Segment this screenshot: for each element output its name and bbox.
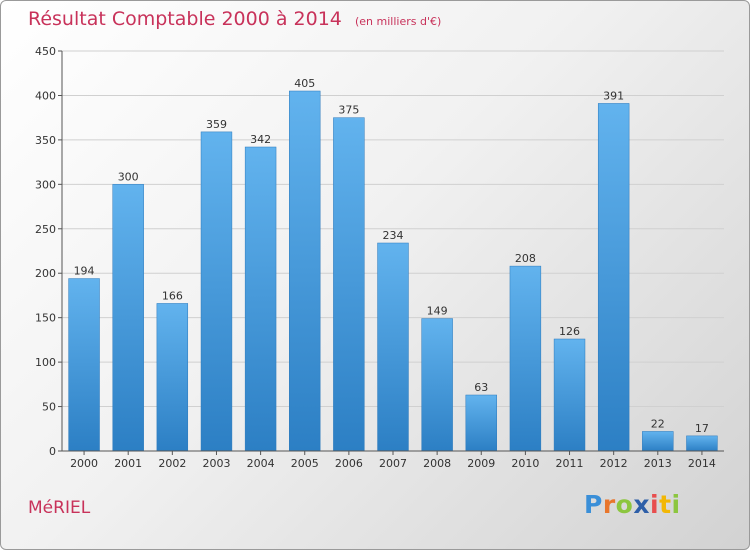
x-tick-label: 2007: [379, 457, 407, 470]
bar: [244, 146, 277, 452]
bar: [421, 318, 453, 452]
bar-value-label: 359: [206, 118, 227, 131]
brand-logo-letter: t: [659, 490, 672, 519]
bar: [112, 184, 144, 452]
place-name: MéRIEL: [28, 498, 91, 518]
brand-logo[interactable]: Proxiti: [584, 490, 681, 519]
bars: [68, 90, 718, 452]
bar-value-label: 234: [383, 229, 404, 242]
y-tick-label: 450: [35, 45, 56, 58]
brand-logo-letter: i: [650, 490, 660, 519]
brand-logo-letter: P: [584, 490, 603, 519]
x-tick-label: 2003: [202, 457, 230, 470]
bar-value-label: 391: [603, 89, 624, 102]
y-tick-label: 300: [35, 178, 56, 191]
y-tick-label: 400: [35, 89, 56, 102]
bar-value-label: 208: [515, 252, 536, 265]
bar: [289, 90, 321, 452]
bar: [333, 117, 365, 452]
x-tick-label: 2011: [556, 457, 584, 470]
title-row: Résultat Comptable 2000 à 2014 (en milli…: [28, 8, 441, 30]
x-tick-label: 2008: [423, 457, 451, 470]
x-tick-label: 2009: [467, 457, 495, 470]
bar-value-label: 405: [294, 77, 315, 90]
chart-title: Résultat Comptable 2000 à 2014: [28, 8, 342, 30]
bar-value-label: 300: [118, 170, 139, 183]
bar: [377, 242, 409, 452]
brand-logo-letter: o: [615, 490, 634, 519]
brand-logo-letter: x: [633, 490, 650, 519]
x-tick-label: 2013: [644, 457, 672, 470]
bar-value-label: 22: [651, 417, 665, 430]
y-tick-label: 100: [35, 356, 56, 369]
bar-value-label: 194: [74, 265, 95, 278]
brand-logo-letter: r: [602, 490, 616, 519]
bar: [553, 338, 586, 452]
axes: [58, 50, 724, 455]
brand-logo-letter: i: [671, 490, 681, 519]
bar: [642, 431, 674, 452]
bar-value-label: 375: [338, 104, 359, 117]
chart-subtitle: (en milliers d'€): [354, 15, 442, 28]
y-tick-label: 150: [35, 312, 56, 325]
bar: [200, 131, 233, 452]
bar: [465, 394, 497, 452]
x-tick-label: 2000: [70, 457, 98, 470]
x-tick-label: 2006: [335, 457, 363, 470]
x-tick-label: 2014: [688, 457, 716, 470]
bar-value-label: 342: [250, 133, 271, 146]
y-tick-label: 0: [49, 445, 56, 458]
bar: [68, 278, 100, 452]
x-tick-label: 2001: [114, 457, 142, 470]
bar-value-label: 149: [427, 305, 448, 318]
bar: [597, 103, 630, 452]
y-tick-label: 50: [42, 401, 56, 414]
bar: [509, 265, 542, 452]
y-tick-label: 250: [35, 223, 56, 236]
x-tick-label: 2012: [600, 457, 628, 470]
x-tick-label: 2005: [291, 457, 319, 470]
bar-value-label: 166: [162, 289, 183, 302]
bar-value-label: 63: [474, 381, 488, 394]
bar: [156, 303, 189, 452]
x-tick-label: 2002: [158, 457, 186, 470]
bar-value-label: 126: [559, 325, 580, 338]
y-tick-label: 350: [35, 134, 56, 147]
bar-value-label: 17: [695, 422, 709, 435]
y-tick-label: 200: [35, 267, 56, 280]
labels: 0 50 100 150 200 250 300 350 400 450 194 2000 300 200…: [35, 45, 716, 470]
x-tick-label: 2004: [247, 457, 275, 470]
x-tick-label: 2010: [511, 457, 539, 470]
bar: [686, 435, 718, 452]
